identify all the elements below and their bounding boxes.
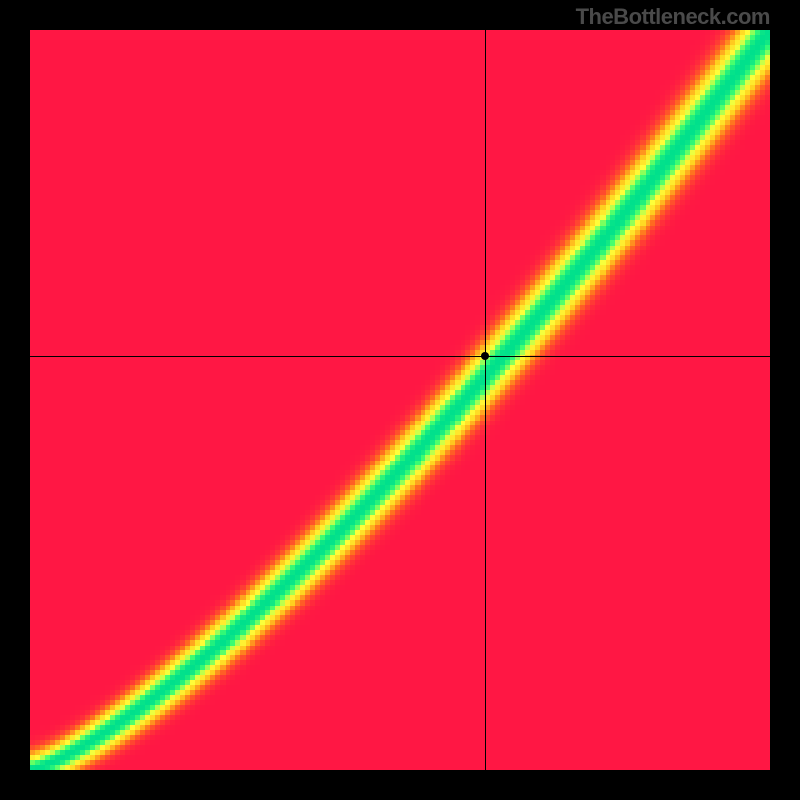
bottleneck-heatmap	[30, 30, 770, 770]
chart-frame: TheBottleneck.com	[0, 0, 800, 800]
watermark-text: TheBottleneck.com	[576, 4, 770, 30]
plot-area	[30, 30, 770, 770]
